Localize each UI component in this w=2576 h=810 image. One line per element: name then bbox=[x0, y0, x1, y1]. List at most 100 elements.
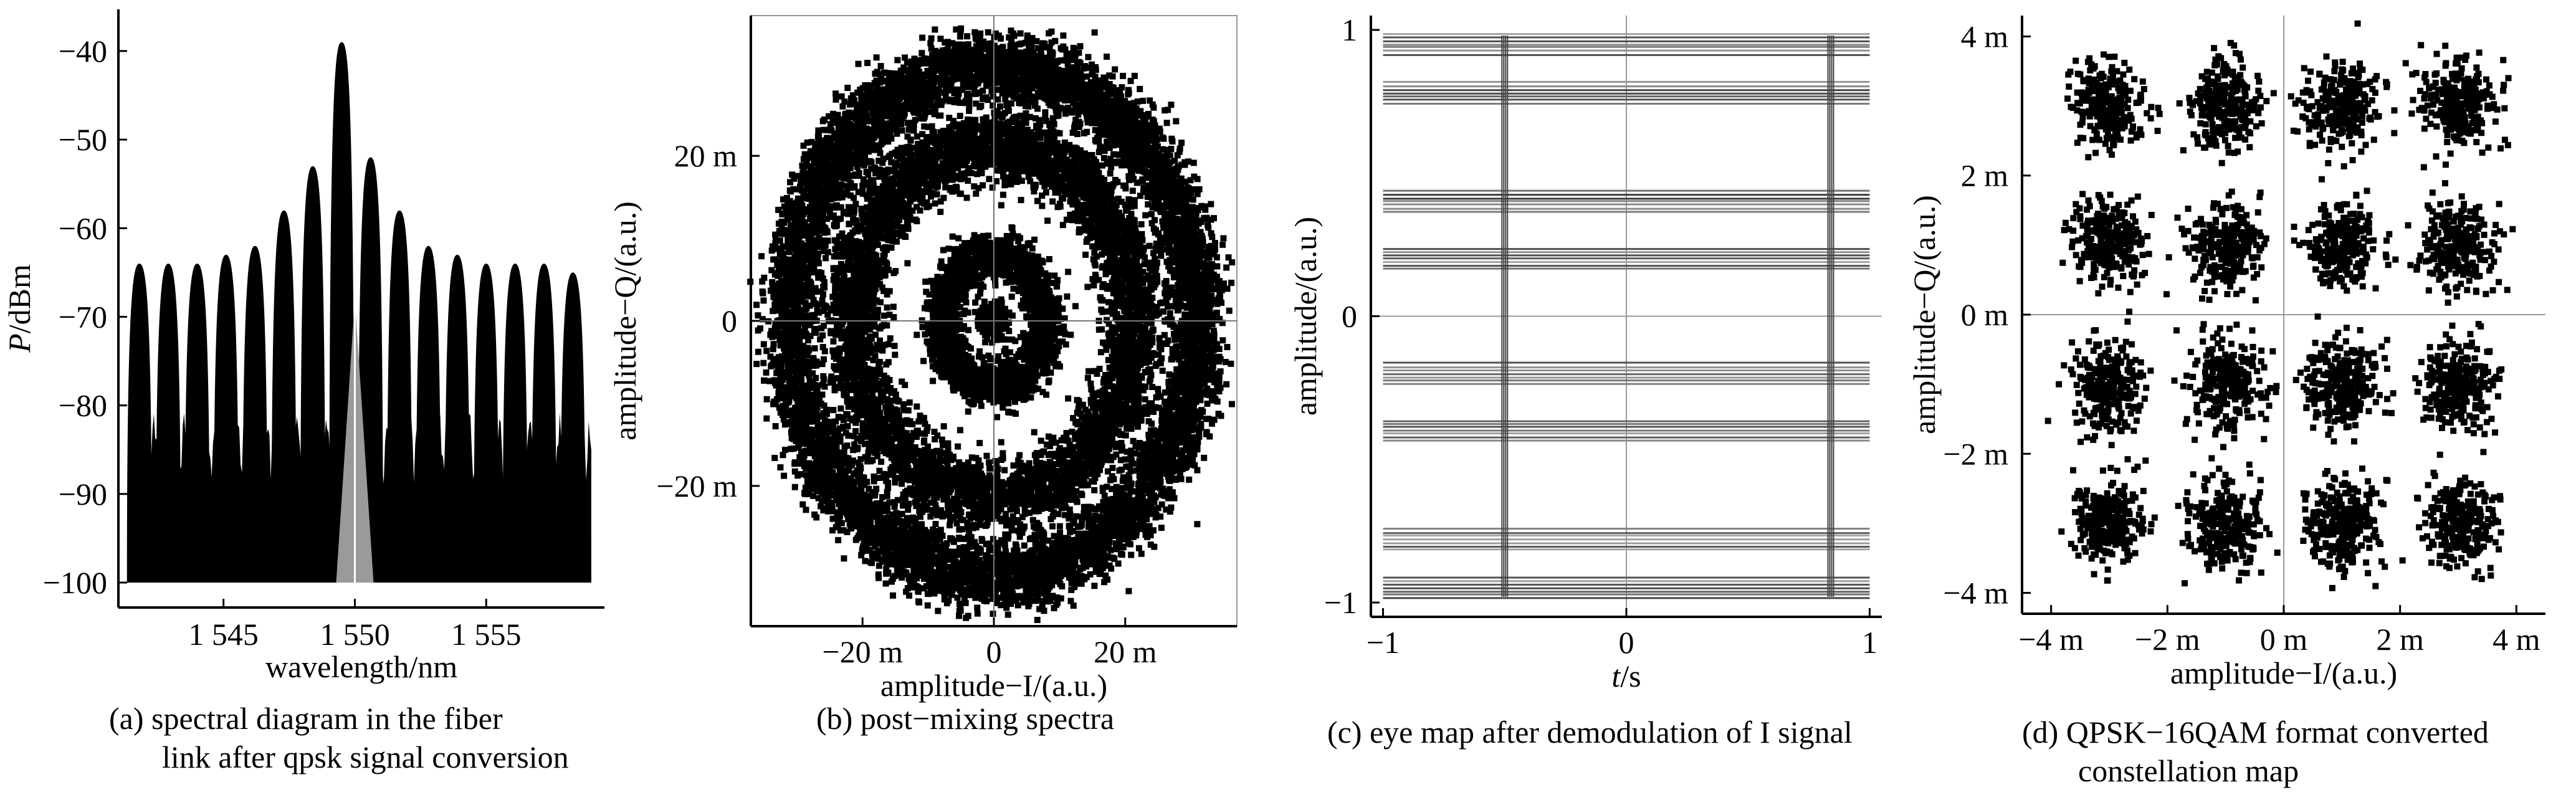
panel-b-point bbox=[1011, 255, 1018, 262]
panel-b-point bbox=[949, 317, 955, 323]
panel-b-point bbox=[966, 361, 973, 368]
panel-b-point bbox=[933, 458, 940, 464]
panel-b-point bbox=[1138, 306, 1145, 312]
panel-b-point bbox=[871, 242, 877, 249]
panel-b-point bbox=[1036, 290, 1042, 296]
panel-b-point bbox=[1055, 326, 1061, 332]
panel-b-point bbox=[1054, 284, 1060, 290]
panel-b-point bbox=[1055, 204, 1061, 210]
panel-b-point bbox=[1113, 391, 1119, 398]
panel-b-point bbox=[922, 495, 928, 502]
panel-b-point bbox=[940, 128, 947, 134]
panel-b-point bbox=[1160, 368, 1166, 374]
panel-b-point bbox=[996, 315, 1002, 321]
panel-b-point bbox=[1007, 491, 1013, 497]
panel-b-point bbox=[1140, 295, 1147, 301]
panel-b-point bbox=[1075, 218, 1081, 224]
panel-b-point bbox=[954, 362, 960, 368]
panel-b-point bbox=[928, 330, 934, 336]
panel-b-point bbox=[947, 346, 953, 353]
panel-b-point bbox=[879, 445, 885, 451]
panel-b-point bbox=[1098, 196, 1104, 202]
panel-b-point bbox=[938, 328, 944, 334]
panel-b-point bbox=[1137, 291, 1143, 297]
panel-b-point bbox=[1038, 288, 1044, 295]
panel-b-point bbox=[981, 260, 988, 266]
panel-b-point bbox=[985, 316, 991, 322]
panel-b-point bbox=[880, 224, 887, 230]
panel-b-point bbox=[1072, 495, 1078, 502]
panel-b-point bbox=[970, 495, 976, 502]
panel-b-point bbox=[991, 318, 997, 324]
panel-b-point bbox=[866, 260, 872, 267]
panel-b-point bbox=[1031, 264, 1038, 270]
panel-b-point bbox=[1116, 413, 1122, 419]
panel-b-point bbox=[1008, 254, 1014, 260]
panel-b-point bbox=[986, 507, 992, 513]
panel-b-point bbox=[996, 330, 1003, 336]
panel-b-point bbox=[1013, 153, 1019, 160]
panel-b-point bbox=[970, 380, 976, 386]
panel-b-point bbox=[956, 503, 962, 509]
panel-b-point bbox=[843, 346, 849, 352]
panel-b-point bbox=[1023, 256, 1029, 262]
panel-b-point bbox=[960, 146, 966, 152]
panel-b-point bbox=[984, 375, 990, 381]
panel-b-point bbox=[1076, 214, 1082, 221]
panel-b-point bbox=[986, 323, 993, 329]
panel-b-point bbox=[832, 246, 838, 252]
panel-b-point bbox=[1041, 363, 1047, 369]
panel-b-point bbox=[1020, 498, 1026, 505]
panel-b-point bbox=[1023, 264, 1029, 270]
panel-b-point bbox=[1090, 447, 1096, 454]
panel-b-point bbox=[970, 245, 976, 251]
panel-b-point bbox=[947, 297, 953, 303]
panel-b-point bbox=[996, 484, 1002, 490]
panel-b-point bbox=[986, 305, 992, 311]
panel-b-point bbox=[1002, 397, 1008, 403]
panel-b-point bbox=[998, 317, 1004, 323]
panel-b-point bbox=[1018, 197, 1024, 203]
panel-b-point bbox=[957, 290, 963, 296]
panel-b-point bbox=[938, 291, 944, 297]
panel-a-peak bbox=[474, 264, 499, 583]
panel-b-point bbox=[964, 153, 970, 160]
panel-b-point bbox=[975, 372, 981, 378]
panel-b-point bbox=[1019, 372, 1025, 378]
panel-b-point bbox=[976, 249, 982, 255]
panel-b-point bbox=[1077, 178, 1084, 184]
panel-b-point bbox=[854, 398, 861, 404]
panel-b-point bbox=[1115, 289, 1122, 295]
panel-b-point bbox=[951, 257, 957, 263]
panel-b-point bbox=[1029, 272, 1035, 278]
panel-b-point bbox=[951, 478, 957, 484]
panel-b-point bbox=[1003, 393, 1009, 399]
panel-b-point bbox=[948, 270, 955, 276]
panel-b-point bbox=[930, 312, 936, 318]
panel-b-point bbox=[935, 317, 942, 323]
panel-b-point bbox=[941, 163, 947, 169]
panel-b-point bbox=[1046, 318, 1052, 325]
panel-b-point bbox=[896, 447, 902, 453]
panel-b-point bbox=[870, 373, 876, 379]
panel-b-point bbox=[1069, 150, 1075, 156]
panel-b-point bbox=[1043, 189, 1049, 196]
panel-b-point bbox=[859, 427, 866, 434]
panel-b-point bbox=[1029, 266, 1036, 272]
panel-a-y-label: P/dBm bbox=[2, 264, 37, 353]
panel-b-point bbox=[997, 257, 1003, 264]
panel-b-point bbox=[967, 278, 973, 284]
panel-b-point bbox=[960, 268, 966, 274]
panel-b-point bbox=[1030, 351, 1036, 357]
panel-b-point bbox=[854, 326, 861, 332]
panel-b-point bbox=[1043, 294, 1049, 300]
panel-b-point bbox=[968, 400, 974, 406]
panel-b-point bbox=[1028, 471, 1034, 477]
panel-b-point bbox=[988, 325, 995, 331]
panel-b-point bbox=[1003, 260, 1009, 267]
panel-b-point bbox=[1023, 480, 1029, 486]
panel-b-point bbox=[1068, 189, 1074, 196]
panel-b-point bbox=[1046, 378, 1052, 384]
panel-b-point bbox=[922, 279, 928, 285]
panel-b-point bbox=[1017, 273, 1023, 279]
